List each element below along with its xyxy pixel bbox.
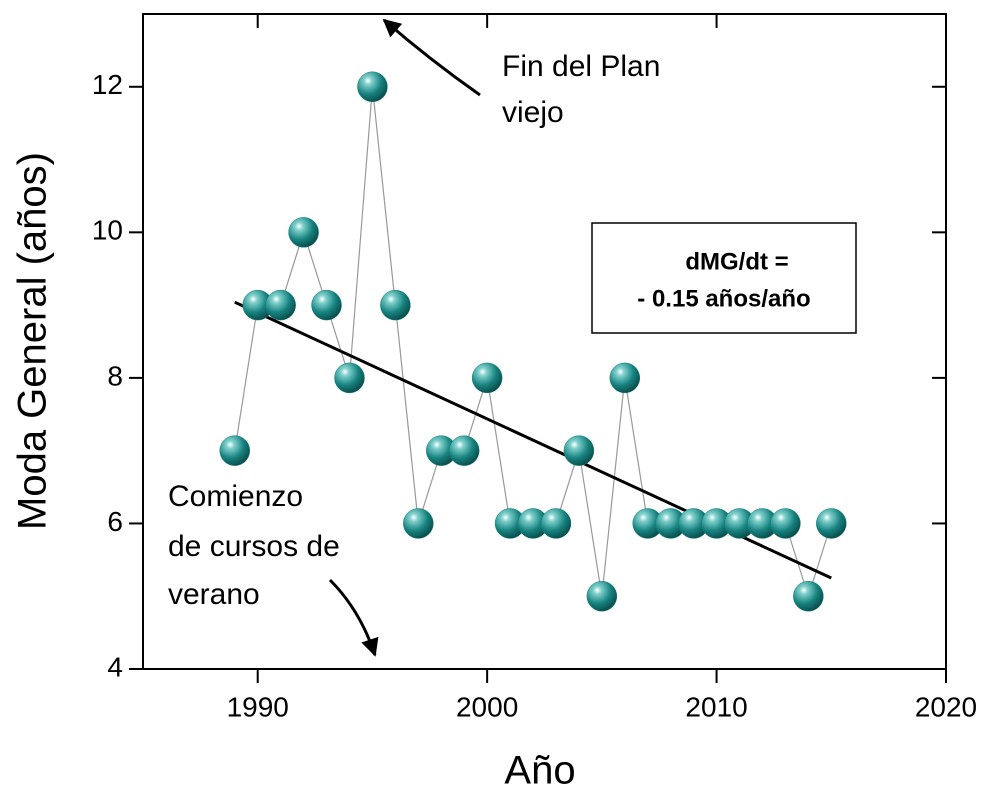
annotation-text: Comienzo	[168, 480, 303, 513]
y-axis-label: Moda General (años)	[11, 152, 55, 530]
point	[563, 435, 595, 466]
annotation: Fin del Plan viejo	[382, 18, 660, 129]
x-axis-label: Año	[504, 749, 575, 793]
point	[403, 508, 434, 539]
point	[334, 362, 365, 394]
point	[380, 289, 411, 321]
point	[219, 435, 251, 466]
annotation-text: Fin del Plan	[502, 50, 660, 83]
box-text: - 0.15 años/año	[637, 285, 810, 312]
x-tick-label: 1990	[227, 691, 289, 722]
x-tick-label: 2020	[915, 691, 977, 722]
point	[311, 289, 342, 321]
x-tick-label: 2010	[685, 691, 747, 722]
box-text: dMG/dt =	[685, 248, 788, 275]
point	[357, 71, 388, 103]
y-tick-label: 10	[92, 215, 123, 246]
point	[609, 362, 641, 394]
point	[770, 508, 801, 539]
annotation: Comienzo de cursos de verano	[168, 480, 379, 657]
y-tick-label: 8	[107, 360, 123, 391]
point	[471, 362, 503, 394]
y-tick-label: 4	[107, 651, 123, 682]
plot-frame	[142, 13, 947, 670]
x-tick-label: 2000	[456, 691, 518, 722]
point	[586, 580, 618, 612]
arrow	[382, 18, 481, 97]
box	[591, 222, 857, 334]
annotation-text: verano	[168, 578, 260, 611]
point	[793, 580, 824, 612]
y-tick-label: 6	[107, 506, 123, 537]
annotation-text: viejo	[502, 96, 564, 129]
point	[288, 217, 319, 248]
point	[540, 508, 572, 539]
arrow	[328, 578, 379, 657]
point	[448, 435, 480, 466]
annotation-text: de cursos de	[168, 530, 340, 563]
point	[816, 508, 847, 539]
point	[265, 289, 296, 321]
slope-box: dMG/dt = - 0.15 años/año	[591, 222, 857, 334]
y-tick-label: 12	[92, 69, 123, 100]
